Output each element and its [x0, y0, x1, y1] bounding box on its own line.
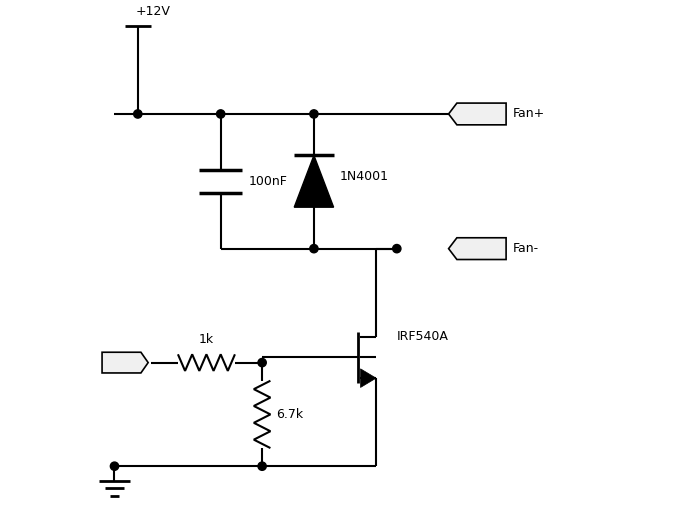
Text: +12V: +12V [135, 5, 170, 18]
Circle shape [217, 110, 225, 118]
Text: Fan-: Fan- [512, 242, 538, 255]
Polygon shape [448, 238, 506, 260]
Text: Fan+: Fan+ [512, 107, 544, 121]
Circle shape [258, 462, 266, 470]
Circle shape [310, 110, 318, 118]
Circle shape [258, 358, 266, 367]
Text: 1N4001: 1N4001 [339, 169, 389, 183]
Text: 2: 2 [477, 107, 486, 121]
Text: 1k: 1k [199, 333, 214, 346]
Circle shape [110, 462, 119, 470]
Text: 5: 5 [117, 356, 126, 369]
Polygon shape [448, 103, 506, 125]
Text: 100nF: 100nF [249, 175, 288, 188]
Polygon shape [361, 369, 376, 387]
Text: IRF540A: IRF540A [397, 330, 448, 343]
Polygon shape [102, 352, 148, 373]
Polygon shape [294, 155, 333, 207]
Circle shape [134, 110, 142, 118]
Text: 1: 1 [477, 242, 486, 255]
Circle shape [310, 244, 318, 253]
Text: 6.7k: 6.7k [277, 408, 304, 421]
Circle shape [393, 244, 401, 253]
